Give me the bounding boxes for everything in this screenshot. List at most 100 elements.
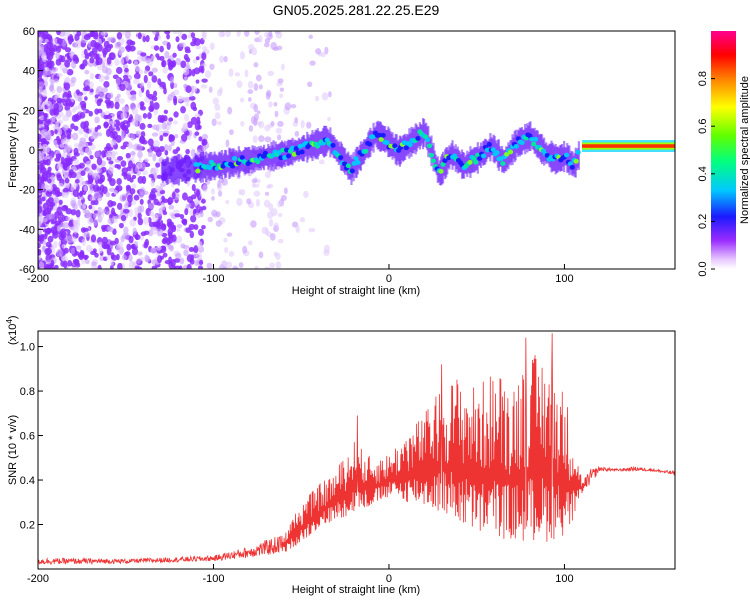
y-tick-label: -40 [19, 224, 35, 236]
heatmap-cell [147, 149, 153, 158]
heatmap-cell [129, 177, 134, 183]
heatmap-cell [253, 190, 261, 197]
heatmap-cell [96, 132, 103, 137]
heatmap-cell [164, 31, 171, 35]
heatmap-cell [138, 89, 143, 98]
heatmap-cell [567, 161, 574, 167]
heatmap-cell [105, 128, 111, 138]
heatmap-cell [242, 245, 248, 254]
heatmap-cell [246, 198, 252, 205]
heatmap-cell [178, 42, 185, 47]
heatmap-cell [120, 112, 128, 120]
heatmap-cell [195, 45, 202, 50]
heatmap-cell [258, 120, 265, 129]
heatmap-cell [194, 212, 201, 218]
heatmap-cell [48, 47, 56, 54]
heatmap-cell [58, 199, 63, 205]
heatmap-cell [150, 246, 157, 255]
heatmap-cell [158, 145, 166, 152]
heatmap-cell [238, 262, 244, 268]
heatmap-cell [166, 42, 171, 51]
snr-y-ticks: 0.2 0.4 0.6 0.8 1.0 [20, 342, 43, 532]
heatmap-cell [68, 221, 74, 227]
heatmap-cell [42, 202, 50, 211]
colorbar: 0.0 0.2 0.4 0.6 0.8 Normalized spectral ampl… [697, 31, 750, 277]
heatmap-cell [105, 44, 112, 53]
heatmap-cell [82, 202, 87, 210]
heatmap-cell [256, 178, 261, 184]
heatmap-cell [47, 178, 52, 184]
heatmap-cell [257, 35, 263, 43]
heatmap-cell [97, 206, 103, 212]
heatmap-cell [63, 137, 69, 146]
heatmap-cell [183, 67, 190, 76]
heatmap-cell [197, 228, 205, 236]
heatmap-cell [247, 80, 254, 89]
heatmap-cell [93, 53, 99, 60]
heatmap-cell [254, 31, 260, 35]
heatmap-cell [93, 219, 98, 227]
heatmap-cell [108, 160, 114, 165]
heatmap-cell [274, 110, 279, 118]
heatmap-cell [125, 152, 131, 159]
heatmap-cell [56, 86, 63, 93]
heatmap-cell [276, 45, 283, 51]
heatmap-cell [177, 95, 184, 103]
heatmap-cell [106, 56, 112, 65]
heatmap-cell [90, 234, 97, 243]
heatmap-cell [118, 46, 125, 54]
heatmap-cell [167, 93, 173, 101]
heatmap-cell [376, 132, 382, 138]
heatmap-cell [190, 254, 195, 261]
heatmap-cell [55, 58, 62, 66]
heatmap-cell [277, 200, 282, 208]
heatmap-cell [268, 101, 273, 108]
heatmap-cell [85, 244, 93, 252]
snr-y-multiplier-close: ) [7, 315, 19, 319]
heatmap-cell [277, 120, 284, 128]
heatmap-cell [197, 241, 203, 249]
heatmap-cell [201, 52, 207, 61]
heatmap-cell [268, 203, 274, 212]
heatmap-cell [581, 144, 675, 148]
heatmap-cell [96, 98, 102, 107]
heatmap-cell [124, 31, 131, 39]
heatmap-cell [185, 227, 192, 233]
heatmap-cell [126, 243, 132, 251]
heatmap-cell [573, 158, 579, 164]
heatmap-cell [185, 130, 190, 137]
heatmap-cell [89, 72, 95, 80]
snr-y-multiplier-base: (x10 [7, 324, 19, 345]
heatmap-cell [75, 41, 82, 49]
heatmap-cell [176, 224, 183, 229]
heatmap-cell [227, 106, 233, 115]
heatmap-cell [200, 84, 208, 89]
heatmap-cell [209, 63, 215, 70]
heatmap-cell [43, 263, 50, 269]
heatmap-cell [82, 59, 88, 67]
heatmap-cell [119, 57, 125, 66]
heatmap-cell [48, 213, 55, 220]
heatmap-cell [141, 175, 147, 185]
heatmap-cell [192, 59, 198, 64]
heatmap-cell [40, 138, 46, 143]
heatmap-cell [189, 92, 194, 97]
heatmap-cell [182, 122, 189, 130]
heatmap-cell [228, 250, 235, 257]
heatmap-cell [173, 111, 179, 118]
heatmap-cell [218, 31, 225, 38]
heatmap-cell [133, 60, 139, 67]
heatmap-cell [201, 145, 207, 152]
heatmap-cell [164, 260, 172, 265]
heatmap-cell [415, 136, 421, 141]
heatmap-cell [173, 89, 180, 96]
heatmap-cell [97, 264, 102, 269]
heatmap-cell [162, 252, 168, 258]
heatmap-cell [137, 205, 142, 214]
heatmap-cell [132, 227, 137, 236]
heatmap-cell [133, 78, 140, 85]
heatmap-cell [494, 150, 500, 156]
heatmap-cell [306, 121, 312, 129]
heatmap-cell [232, 266, 239, 269]
heatmap-cell [168, 117, 174, 122]
